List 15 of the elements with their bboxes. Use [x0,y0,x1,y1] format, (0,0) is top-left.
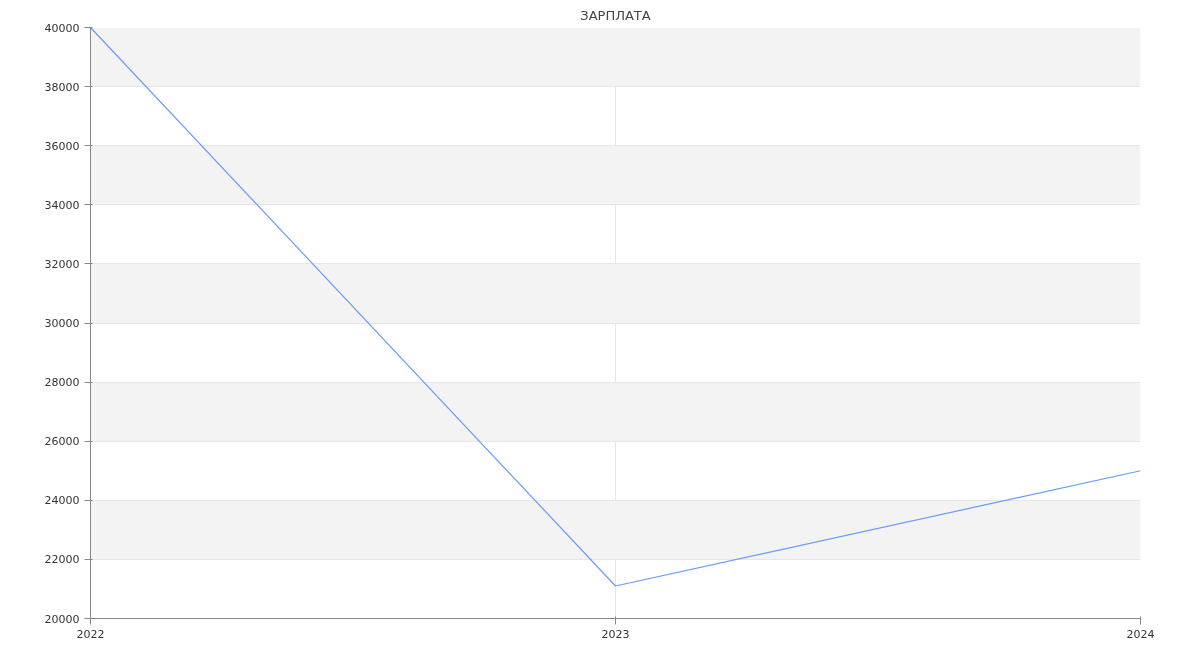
y-tick-label: 32000 [44,257,80,271]
chart-title: ЗАРПЛАТА [580,7,651,23]
y-tick-label: 34000 [44,198,80,212]
y-tick-label: 22000 [44,553,80,567]
y-tick-label: 36000 [44,139,80,153]
x-tick-label: 2022 [76,627,105,641]
x-tick-label: 2024 [1126,627,1155,641]
y-tick-label: 26000 [44,435,80,449]
y-tick-label: 24000 [44,494,80,508]
x-tick-label: 2023 [601,627,630,641]
y-tick-label: 28000 [44,376,80,390]
y-tick-label: 38000 [44,80,80,94]
y-tick-label: 30000 [44,317,80,330]
y-tick-label: 20000 [44,612,80,626]
y-tick-label: 40000 [44,21,80,35]
